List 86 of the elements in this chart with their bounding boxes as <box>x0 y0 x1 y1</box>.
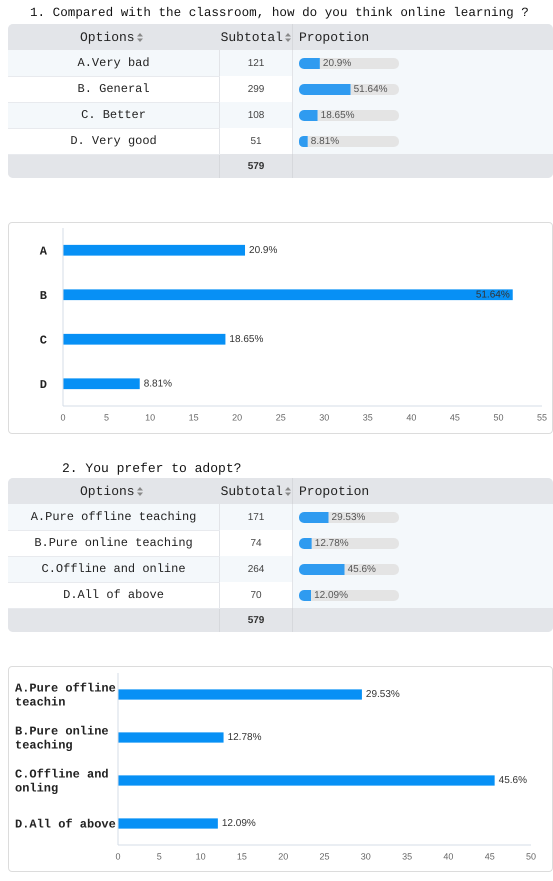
x-tick-label: 5 <box>156 851 162 862</box>
y-tick-label: D <box>40 378 47 392</box>
series-label: Propotion <box>292 478 553 504</box>
text: 70 <box>220 582 292 608</box>
text: 74 <box>220 530 292 556</box>
data-label: 18.65% <box>320 110 355 121</box>
x-tick-label: 40 <box>443 851 454 862</box>
y-tick-label: A.Very bad <box>8 50 220 76</box>
chart-title: 1. Compared with the classroom, how do you think online learning ? <box>29 5 530 22</box>
y-tick-label: B. General <box>8 76 220 102</box>
text: 51 <box>220 128 292 154</box>
bar <box>63 334 226 345</box>
bar <box>118 689 362 700</box>
y-tick-label: B.Pure online teaching <box>8 530 220 556</box>
bar <box>118 775 495 786</box>
x-tick-label: 20 <box>232 412 242 422</box>
x-tick-label: 35 <box>402 851 412 862</box>
bar <box>63 289 513 300</box>
text: 264 <box>220 556 292 582</box>
table-footer: 579 <box>8 608 553 632</box>
x-tick-label: 25 <box>319 851 330 862</box>
x-tick-label: 20 <box>278 851 288 862</box>
data-label: 8.81% <box>310 136 340 147</box>
y-tick-label: D.All of above <box>15 818 116 832</box>
bar <box>299 564 345 575</box>
y-tick-label: A.Pure offline teaching <box>8 504 220 530</box>
x-tick-label: 30 <box>319 412 330 422</box>
text: 299 <box>220 76 292 102</box>
x-tick-label: 15 <box>236 851 247 862</box>
bar <box>63 244 246 256</box>
x-tick-label: 50 <box>493 412 504 422</box>
data-label: 20.9% <box>249 244 278 256</box>
x-tick-label: 45 <box>450 412 460 422</box>
y-tick-label: B.Pure online teaching <box>15 724 109 752</box>
bar <box>118 818 218 829</box>
bar <box>63 378 140 390</box>
x-tick-label: 40 <box>406 412 416 422</box>
data-label: 20.9% <box>322 58 352 69</box>
data-label: 29.53% <box>332 512 366 523</box>
y-tick-label: C.Offline and onling <box>15 768 109 796</box>
x-tick-label: 0 <box>60 412 66 422</box>
y-axis-title: Options <box>79 28 136 46</box>
text: 2. You prefer to adopt? <box>61 461 242 478</box>
text: 108 <box>220 102 292 128</box>
data-label: 51.64% <box>354 84 388 95</box>
bar <box>299 84 351 95</box>
bar <box>299 512 329 523</box>
data-label: 45.6% <box>498 775 528 786</box>
text: 171 <box>220 504 292 530</box>
table-header: Options Subtotal Propotion <box>8 24 553 50</box>
series-label: Propotion <box>292 24 553 50</box>
x-tick-label: 55 <box>536 412 548 422</box>
x-tick-label: 50 <box>526 851 536 862</box>
data-label: 12.09% <box>314 590 348 601</box>
data-label: 8.81% <box>144 378 172 390</box>
bar <box>118 732 224 743</box>
bar <box>299 58 320 69</box>
y-tick-label: B <box>40 288 47 303</box>
data-label: 12.09% <box>222 818 256 829</box>
table-footer: 579 <box>8 154 553 178</box>
table-header: Options Subtotal Propotion <box>8 478 553 504</box>
y-tick-label: A <box>40 244 48 258</box>
y-axis-title: Options <box>79 482 136 500</box>
data-label: 45.6% <box>348 564 376 575</box>
y-tick-label: C <box>40 333 47 348</box>
data-label: 29.53% <box>366 689 400 700</box>
x-tick-label: 0 <box>115 851 121 862</box>
x-tick-label: 30 <box>360 851 371 862</box>
x-tick-label: 35 <box>362 412 373 422</box>
y-tick-label: D.All of above <box>8 582 220 608</box>
x-tick-label: 25 <box>276 412 286 422</box>
data-label: 18.65% <box>229 334 264 345</box>
text: 121 <box>220 50 292 76</box>
bar <box>299 110 318 121</box>
y-tick-label: C.Offline and online <box>8 556 220 582</box>
x-tick-label: 45 <box>484 851 495 862</box>
x-tick-label: 10 <box>196 851 206 862</box>
data-label: 12.78% <box>314 538 349 549</box>
y-tick-label: A.Pure offline teachin <box>15 682 116 710</box>
x-tick-label: 5 <box>104 412 110 422</box>
x-tick-label: 10 <box>145 412 156 422</box>
data-label: 51.64% <box>476 289 510 300</box>
data-label: 12.78% <box>228 732 262 743</box>
y-tick-label: C. Better <box>8 102 220 128</box>
y-tick-label: D. Very good <box>8 128 220 154</box>
x-tick-label: 15 <box>188 412 199 422</box>
